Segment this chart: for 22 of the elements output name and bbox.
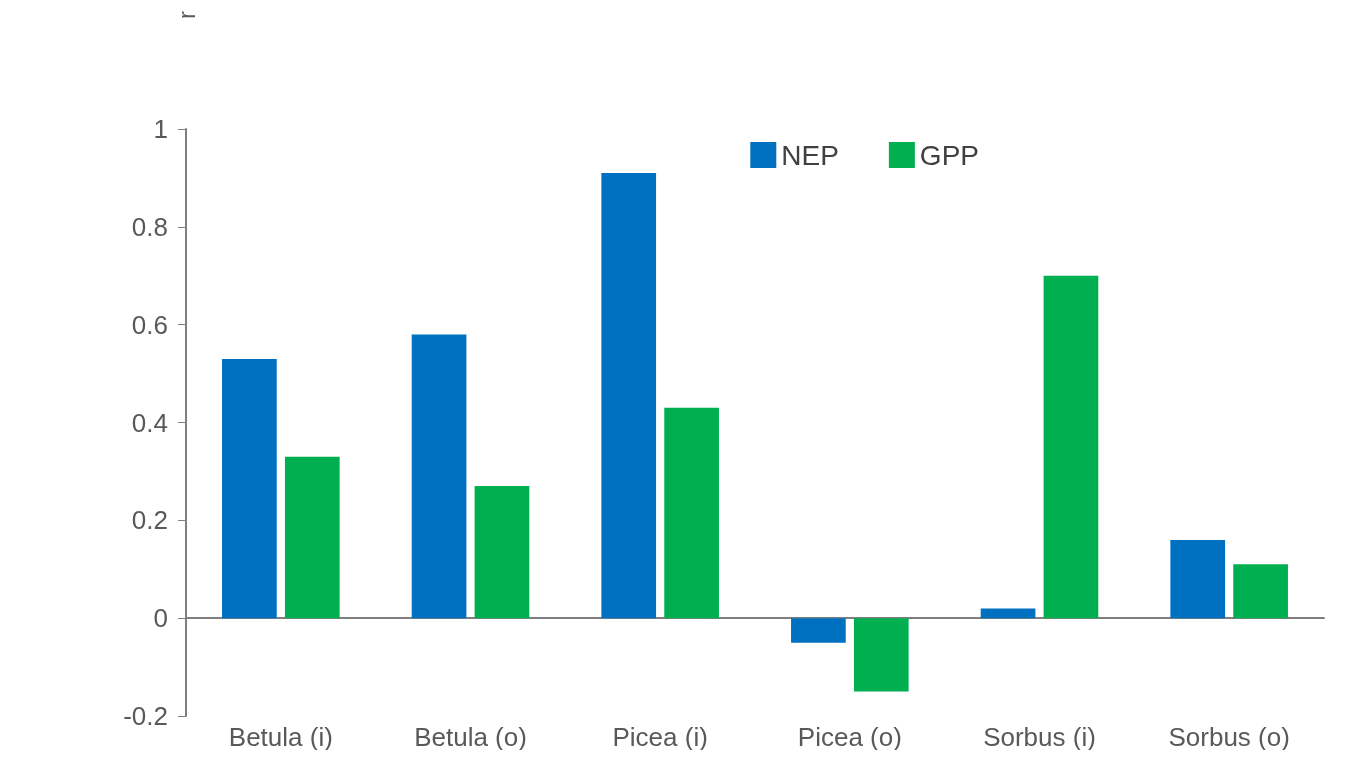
bar [1043, 275, 1099, 619]
legend-label: GPP [919, 139, 980, 171]
bar [980, 608, 1036, 619]
bar [601, 173, 657, 619]
y-tick-label: 1 [153, 114, 168, 144]
bar [853, 618, 909, 692]
y-tick-label: -0.2 [123, 701, 168, 731]
y-tick-label: 0.8 [131, 211, 168, 242]
y-tick-label: 0 [153, 603, 168, 634]
bar [222, 358, 277, 619]
bar [1233, 564, 1288, 619]
y-axis-title: r [172, 11, 200, 19]
legend-label: NEP [781, 139, 839, 171]
bar [284, 456, 340, 619]
bar [791, 618, 846, 643]
y-tick-label: 0.6 [131, 309, 168, 340]
bar [411, 334, 467, 619]
bar [1170, 539, 1226, 619]
y-tick-label: 0.4 [131, 407, 168, 438]
y-tick-label: 0.2 [131, 505, 168, 536]
bar [664, 407, 719, 619]
bar [474, 486, 530, 619]
